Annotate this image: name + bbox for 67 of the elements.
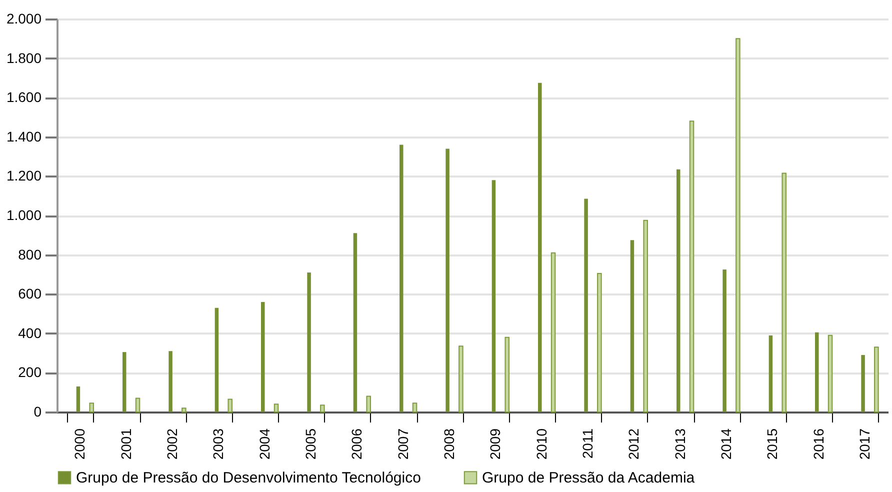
bar <box>214 308 219 412</box>
x-tick-label: 2003 <box>210 428 226 460</box>
x-tick-label: 2012 <box>626 428 642 460</box>
y-tick-label: 1.600 <box>6 89 42 106</box>
legend-label: Grupo de Pressão da Academia <box>482 470 696 487</box>
bar <box>689 120 694 412</box>
legend-label: Grupo de Pressão do Desenvolvimento Tecnológico <box>76 470 421 487</box>
bar <box>307 272 311 412</box>
y-tick-label: 600 <box>18 286 42 302</box>
x-tick-label: 2009 <box>487 428 504 460</box>
y-tick-label: 800 <box>18 246 42 262</box>
x-tick-label: 2011 <box>579 428 596 459</box>
y-tick-label: 200 <box>18 364 42 380</box>
bar <box>550 252 556 412</box>
y-tick-label: 1.400 <box>6 128 42 144</box>
x-tick-label: 2001 <box>118 428 134 460</box>
y-tick-label: 2.000 <box>6 10 42 26</box>
bar <box>597 272 602 412</box>
bar <box>538 82 542 412</box>
bar <box>768 335 773 412</box>
bar <box>736 38 740 412</box>
bar <box>828 334 833 412</box>
bar <box>782 172 786 412</box>
bar <box>168 351 172 412</box>
bar <box>261 302 265 412</box>
x-tick-label: 2014 <box>718 428 734 460</box>
bar <box>353 233 358 412</box>
x-tick-label: 2005 <box>302 428 318 460</box>
bar <box>815 332 819 412</box>
bar <box>492 180 496 412</box>
bar <box>400 144 404 412</box>
y-tick-label: 1.000 <box>6 207 42 223</box>
y-tick-label: 1.800 <box>6 50 42 66</box>
bar <box>630 240 634 412</box>
x-tick-label: 2004 <box>256 428 272 460</box>
bar <box>676 169 680 412</box>
bar <box>135 398 140 412</box>
bar <box>274 404 279 412</box>
bar <box>122 352 126 412</box>
bar <box>861 355 865 412</box>
x-tick-label: 2000 <box>72 428 88 460</box>
x-tick-label: 2015 <box>764 428 780 460</box>
bar <box>320 404 325 412</box>
bar <box>446 148 450 412</box>
bar <box>182 408 186 412</box>
bar <box>412 402 418 412</box>
y-tick-label: 400 <box>18 324 42 341</box>
bar <box>228 398 232 412</box>
bar <box>366 396 371 412</box>
bar <box>504 336 510 412</box>
x-tick-label: 2008 <box>440 428 457 460</box>
x-tick-label: 2017 <box>856 428 872 460</box>
y-tick-label: 0 <box>34 404 42 420</box>
bar <box>874 346 879 412</box>
bar <box>89 402 94 412</box>
x-tick-label: 2016 <box>810 428 826 460</box>
x-tick-label: 2006 <box>348 428 365 460</box>
bar <box>584 198 588 412</box>
x-tick-label: 2010 <box>533 428 550 460</box>
x-tick-label: 2013 <box>672 428 688 460</box>
x-tick-label: 2007 <box>394 428 411 460</box>
bar <box>643 220 648 412</box>
x-tick-label: 2002 <box>164 428 180 460</box>
bar <box>458 346 464 412</box>
bar <box>76 386 80 412</box>
bar <box>722 270 726 412</box>
y-tick-label: 1.200 <box>6 168 42 184</box>
